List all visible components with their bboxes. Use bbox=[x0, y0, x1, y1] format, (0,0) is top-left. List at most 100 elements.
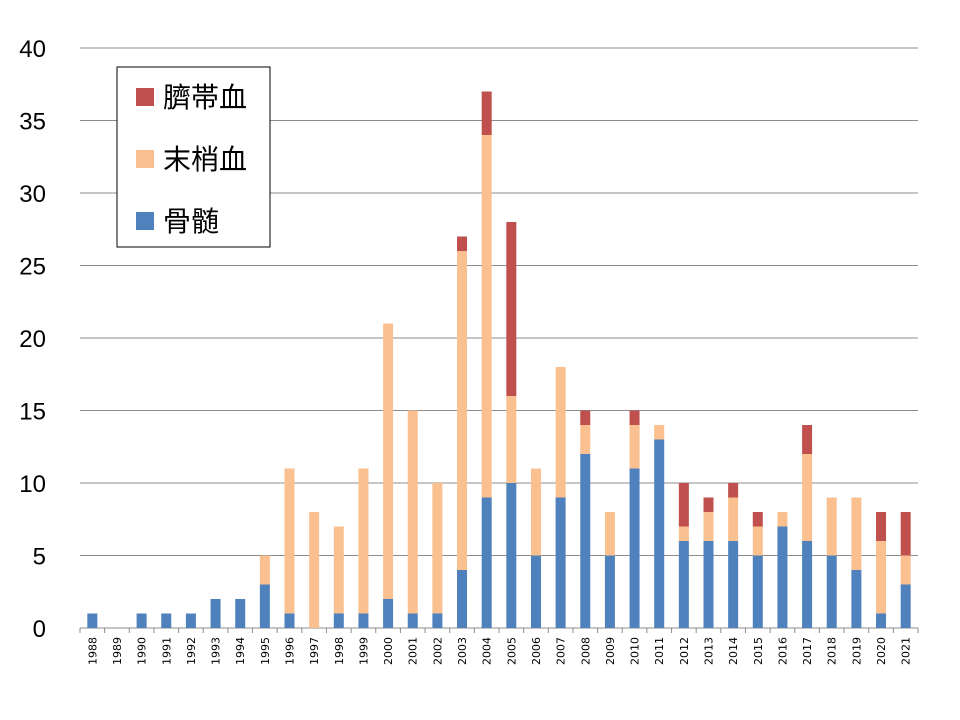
x-tick-label: 2010 bbox=[629, 637, 642, 665]
bar-segment bbox=[136, 613, 147, 628]
y-tick-label: 10 bbox=[19, 471, 46, 498]
y-tick-label: 20 bbox=[19, 326, 46, 353]
x-tick-label: 2008 bbox=[579, 637, 592, 665]
y-tick-label: 40 bbox=[19, 36, 46, 63]
x-tick-label: 2003 bbox=[456, 637, 469, 665]
bar-segment bbox=[604, 555, 615, 628]
x-tick-label: 1991 bbox=[160, 637, 173, 665]
bar-segment bbox=[432, 483, 443, 614]
x-tick-label: 2016 bbox=[776, 637, 789, 665]
bar-segment bbox=[259, 584, 270, 628]
x-tick-label: 2002 bbox=[431, 637, 444, 665]
x-tick-label: 1994 bbox=[234, 637, 247, 665]
bar-segment bbox=[383, 323, 394, 599]
bar-segment bbox=[876, 512, 887, 541]
bar-segment bbox=[876, 613, 887, 628]
bar-segment bbox=[333, 526, 344, 614]
bar-segment bbox=[678, 483, 689, 527]
bar-segment bbox=[654, 439, 665, 628]
bar-segment bbox=[851, 570, 862, 628]
bar-segment bbox=[235, 599, 246, 628]
bar-segment bbox=[728, 483, 739, 498]
bar-segment bbox=[752, 512, 763, 527]
bar-segment bbox=[802, 425, 813, 454]
bar-segment bbox=[752, 555, 763, 628]
bar-segment bbox=[457, 570, 468, 628]
x-tick-label: 2021 bbox=[900, 637, 913, 665]
bar-segment bbox=[284, 613, 295, 628]
x-tick-label: 1998 bbox=[333, 637, 346, 665]
bar-segment bbox=[703, 512, 714, 541]
bar-segment bbox=[900, 584, 911, 628]
x-tick-label: 2009 bbox=[604, 637, 617, 665]
bar-segment bbox=[604, 512, 615, 556]
x-tick-label: 2018 bbox=[826, 637, 839, 665]
bar-segment bbox=[309, 512, 320, 628]
bar-segment bbox=[457, 251, 468, 570]
bar-segment bbox=[284, 468, 295, 614]
bar-segment bbox=[481, 135, 492, 498]
x-axis-tick-labels: 1988 1989 1990 1991 1992 1993 1994 1995 1996 1997… bbox=[86, 637, 912, 665]
bar-segment bbox=[851, 497, 862, 570]
bar-segment bbox=[752, 526, 763, 556]
bar-segment bbox=[900, 512, 911, 556]
bar-segment bbox=[876, 541, 887, 614]
y-tick-label: 15 bbox=[19, 399, 46, 426]
bar-segment bbox=[629, 410, 640, 425]
x-tick-label: 1988 bbox=[86, 637, 99, 665]
bar-segment bbox=[826, 555, 837, 628]
x-tick-label: 2005 bbox=[505, 637, 518, 665]
bar-segment bbox=[654, 425, 665, 440]
bar-segment bbox=[457, 236, 468, 251]
bar-segment bbox=[481, 91, 492, 135]
bar-segment bbox=[432, 613, 443, 628]
x-tick-label: 1995 bbox=[259, 637, 272, 665]
bar-segment bbox=[481, 497, 492, 628]
bar-segment bbox=[678, 541, 689, 628]
legend-swatch bbox=[136, 212, 154, 230]
y-tick-label: 30 bbox=[19, 181, 46, 208]
bar-segment bbox=[629, 468, 640, 628]
bar-segment bbox=[210, 599, 221, 628]
bar-segment bbox=[728, 541, 739, 628]
x-tick-label: 2017 bbox=[801, 637, 814, 665]
bar-segment bbox=[383, 599, 394, 628]
x-tick-label: 2004 bbox=[481, 637, 494, 665]
bar-segment bbox=[678, 526, 689, 541]
y-tick-label: 5 bbox=[33, 544, 46, 571]
bar-segment bbox=[506, 396, 517, 483]
bar-segment bbox=[506, 222, 517, 396]
x-tick-label: 2013 bbox=[703, 637, 716, 665]
bar-segment bbox=[802, 541, 813, 628]
x-tick-label: 2001 bbox=[407, 637, 420, 665]
x-tick-label: 2000 bbox=[382, 637, 395, 665]
bar-segment bbox=[728, 497, 739, 541]
x-tick-label: 2012 bbox=[678, 637, 691, 665]
bar-segment bbox=[530, 468, 541, 556]
x-tick-label: 1996 bbox=[284, 637, 297, 665]
y-axis-tick-labels: 0 5 10 15 20 25 30 35 40 bbox=[19, 36, 46, 643]
bar-segment bbox=[358, 613, 369, 628]
x-tick-label: 1997 bbox=[308, 637, 321, 665]
bar-segment bbox=[826, 497, 837, 556]
bar-segment bbox=[407, 613, 418, 628]
x-tick-label: 2007 bbox=[555, 637, 568, 665]
legend-swatch bbox=[136, 88, 154, 106]
bar-segment bbox=[555, 367, 566, 498]
bar-segment bbox=[777, 526, 788, 628]
x-tick-label: 1990 bbox=[136, 637, 149, 665]
x-tick-label: 2011 bbox=[653, 637, 666, 665]
bar-segment bbox=[802, 454, 813, 541]
x-tick-label: 1999 bbox=[357, 637, 370, 665]
bar-segment bbox=[580, 454, 591, 628]
legend-label: 末梢血 bbox=[163, 143, 247, 176]
bar-segment bbox=[580, 425, 591, 454]
bar-segment bbox=[87, 613, 98, 628]
x-tick-label: 2019 bbox=[850, 637, 863, 665]
x-tick-label: 2006 bbox=[530, 637, 543, 665]
legend-label: 臍帯血 bbox=[163, 81, 247, 114]
x-tick-label: 1992 bbox=[185, 637, 198, 665]
legend-swatch bbox=[136, 150, 154, 168]
